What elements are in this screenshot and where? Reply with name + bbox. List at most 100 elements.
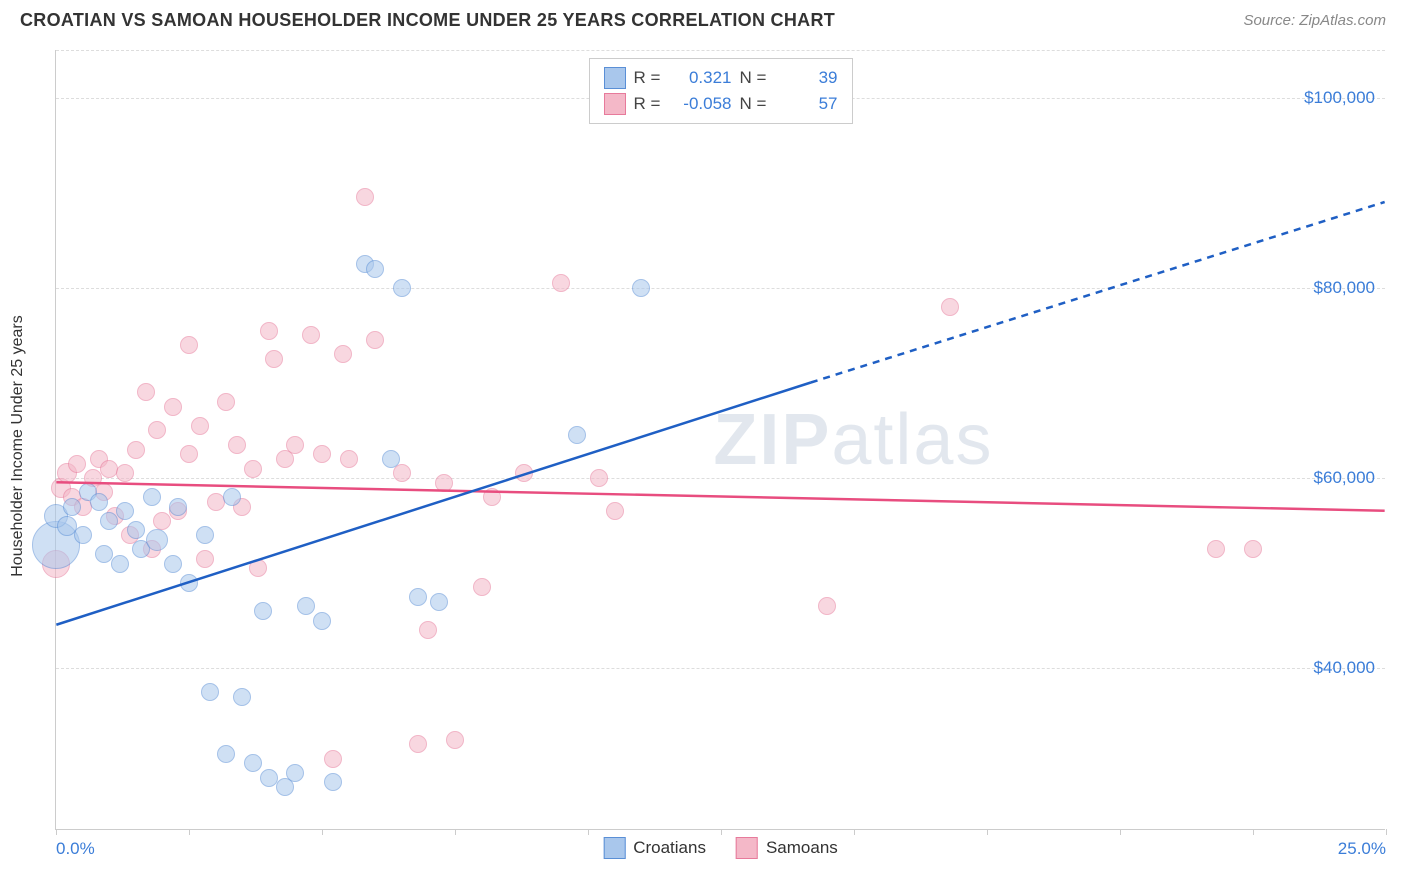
data-point-samoan <box>419 621 437 639</box>
data-point-samoan <box>334 345 352 363</box>
xtick <box>588 829 589 835</box>
data-point-croatian <box>127 521 145 539</box>
data-point-croatian <box>63 498 81 516</box>
xtick <box>189 829 190 835</box>
legend-label-samoans: Samoans <box>766 838 838 858</box>
data-point-croatian <box>217 745 235 763</box>
data-point-samoan <box>137 383 155 401</box>
data-point-croatian <box>409 588 427 606</box>
chart-header: CROATIAN VS SAMOAN HOUSEHOLDER INCOME UN… <box>0 0 1406 39</box>
data-point-croatian <box>382 450 400 468</box>
n-label: N = <box>740 68 770 88</box>
chart-plot-area: ZIPatlas R = 0.321 N = 39 R = -0.058 N =… <box>55 50 1385 830</box>
watermark-bold: ZIP <box>713 400 831 480</box>
gridline-h <box>56 668 1385 669</box>
series-legend: Croatians Samoans <box>603 837 838 859</box>
data-point-samoan <box>435 474 453 492</box>
data-point-croatian <box>143 488 161 506</box>
xtick <box>721 829 722 835</box>
data-point-samoan <box>340 450 358 468</box>
ytick-label: $40,000 <box>1314 658 1375 678</box>
data-point-samoan <box>393 464 411 482</box>
swatch-samoans <box>604 93 626 115</box>
legend-label-croatians: Croatians <box>633 838 706 858</box>
y-axis-title: Householder Income Under 25 years <box>9 315 27 576</box>
data-point-samoan <box>191 417 209 435</box>
legend-row-samoans: R = -0.058 N = 57 <box>604 91 838 117</box>
data-point-samoan <box>606 502 624 520</box>
xtick <box>56 829 57 835</box>
data-point-croatian <box>430 593 448 611</box>
n-label: N = <box>740 94 770 114</box>
data-point-samoan <box>164 398 182 416</box>
data-point-croatian <box>632 279 650 297</box>
data-point-croatian <box>90 493 108 511</box>
data-point-samoan <box>217 393 235 411</box>
watermark: ZIPatlas <box>713 399 993 481</box>
ytick-label: $80,000 <box>1314 278 1375 298</box>
data-point-samoan <box>244 460 262 478</box>
gridline-h <box>56 50 1385 51</box>
data-point-samoan <box>515 464 533 482</box>
data-point-croatian <box>201 683 219 701</box>
legend-item-croatians: Croatians <box>603 837 706 859</box>
data-point-samoan <box>483 488 501 506</box>
data-point-croatian <box>324 773 342 791</box>
ytick-label: $60,000 <box>1314 468 1375 488</box>
chart-title: CROATIAN VS SAMOAN HOUSEHOLDER INCOME UN… <box>20 10 835 31</box>
data-point-samoan <box>446 731 464 749</box>
swatch-samoans <box>736 837 758 859</box>
data-point-samoan <box>228 436 246 454</box>
data-point-croatian <box>196 526 214 544</box>
gridline-h <box>56 288 1385 289</box>
xtick <box>1120 829 1121 835</box>
swatch-croatians <box>603 837 625 859</box>
data-point-samoan <box>313 445 331 463</box>
data-point-croatian <box>111 555 129 573</box>
data-point-samoan <box>180 445 198 463</box>
ytick-label: $100,000 <box>1304 88 1375 108</box>
data-point-samoan <box>356 188 374 206</box>
data-point-croatian <box>169 498 187 516</box>
data-point-croatian <box>74 526 92 544</box>
legend-item-samoans: Samoans <box>736 837 838 859</box>
data-point-samoan <box>941 298 959 316</box>
data-point-samoan <box>1244 540 1262 558</box>
data-point-croatian <box>254 602 272 620</box>
data-point-samoan <box>302 326 320 344</box>
legend-row-croatians: R = 0.321 N = 39 <box>604 65 838 91</box>
data-point-samoan <box>473 578 491 596</box>
r-value-samoans: -0.058 <box>672 94 732 114</box>
data-point-samoan <box>409 735 427 753</box>
data-point-samoan <box>153 512 171 530</box>
watermark-light: atlas <box>831 400 993 480</box>
chart-source: Source: ZipAtlas.com <box>1243 12 1386 29</box>
data-point-croatian <box>313 612 331 630</box>
data-point-samoan <box>366 331 384 349</box>
data-point-samoan <box>552 274 570 292</box>
data-point-croatian <box>223 488 241 506</box>
data-point-croatian <box>164 555 182 573</box>
data-point-samoan <box>260 322 278 340</box>
data-point-samoan <box>68 455 86 473</box>
data-point-croatian <box>393 279 411 297</box>
xtick <box>987 829 988 835</box>
xtick-label: 25.0% <box>1338 839 1386 859</box>
xtick <box>854 829 855 835</box>
xtick-label: 0.0% <box>56 839 95 859</box>
data-point-samoan <box>286 436 304 454</box>
data-point-samoan <box>249 559 267 577</box>
data-point-croatian <box>146 529 168 551</box>
xtick <box>322 829 323 835</box>
regression-lines <box>56 50 1385 829</box>
data-point-samoan <box>127 441 145 459</box>
data-point-samoan <box>265 350 283 368</box>
r-label: R = <box>634 68 664 88</box>
data-point-samoan <box>196 550 214 568</box>
xtick <box>1253 829 1254 835</box>
gridline-h <box>56 478 1385 479</box>
data-point-samoan <box>590 469 608 487</box>
data-point-samoan <box>148 421 166 439</box>
xtick <box>455 829 456 835</box>
data-point-croatian <box>180 574 198 592</box>
